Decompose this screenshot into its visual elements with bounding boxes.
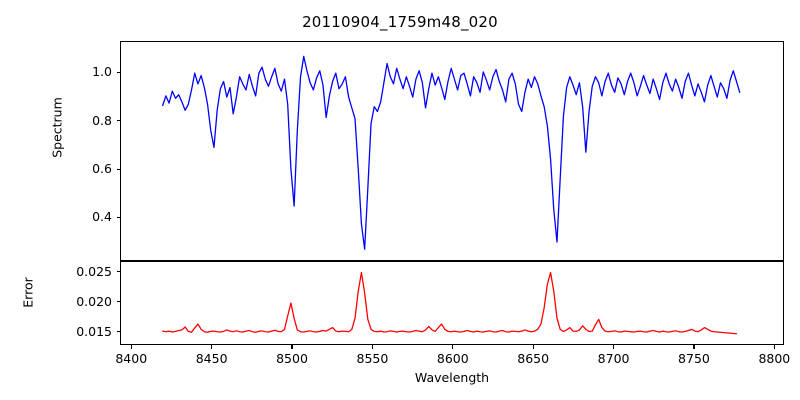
y-tick-label-error: 0.015 <box>76 323 112 339</box>
x-tick-mark <box>211 345 213 349</box>
y-tick-label-spectrum: 0.6 <box>92 161 112 177</box>
y-tick-mark-spectrum <box>116 120 120 122</box>
x-tick-label: 8700 <box>597 351 630 366</box>
x-tick-label: 8500 <box>276 351 308 366</box>
x-tick-label: 8600 <box>436 351 469 366</box>
x-tick-mark <box>291 345 293 349</box>
x-tick-mark <box>693 345 695 349</box>
spectrum-line-chart <box>162 55 741 250</box>
y-axis-label-error: Error <box>20 277 36 308</box>
x-tick-label: 8750 <box>678 351 710 366</box>
error-plot-area <box>120 261 784 345</box>
x-axis-label: Wavelength <box>414 370 490 385</box>
error-data-line <box>162 271 738 335</box>
x-tick-label: 8450 <box>195 351 228 366</box>
x-tick-mark <box>130 345 132 349</box>
spectrum-data-line <box>162 55 741 250</box>
x-tick-mark <box>613 345 615 349</box>
x-tick-mark <box>532 345 534 349</box>
y-tick-label-spectrum: 0.8 <box>92 112 112 128</box>
x-tick-label: 8800 <box>758 351 791 366</box>
error-line-chart <box>162 271 738 335</box>
x-tick-mark <box>371 345 373 349</box>
y-tick-label-error: 0.025 <box>76 263 112 279</box>
x-tick-mark <box>452 345 454 349</box>
y-tick-mark-error <box>116 271 120 273</box>
y-tick-label-spectrum: 0.4 <box>92 209 112 225</box>
y-tick-mark-error <box>116 331 120 333</box>
y-tick-mark-spectrum <box>116 168 120 170</box>
x-tick-label: 8550 <box>356 351 389 366</box>
y-tick-mark-error <box>116 301 120 303</box>
x-tick-mark <box>773 345 775 349</box>
y-tick-mark-spectrum <box>116 71 120 73</box>
page-title: 20110904_1759m48_020 <box>302 13 498 31</box>
y-tick-label-spectrum: 1.0 <box>92 64 112 80</box>
x-tick-label: 8400 <box>115 351 148 366</box>
spectrum-plot-area <box>120 41 784 261</box>
y-tick-mark-spectrum <box>116 216 120 219</box>
y-tick-label-error: 0.020 <box>76 293 112 309</box>
x-tick-label: 8650 <box>517 351 550 366</box>
